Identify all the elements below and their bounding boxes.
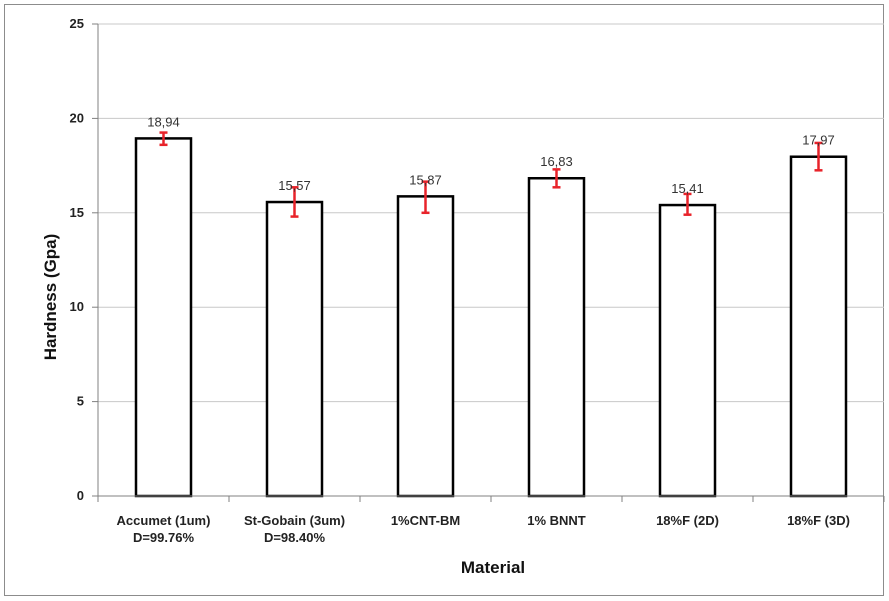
data-label: 15,57 — [278, 178, 311, 193]
gridlines — [98, 24, 884, 402]
y-tick-label: 10 — [70, 299, 84, 314]
data-labels: 18,94 15,57 15,87 16,83 15,41 17,97 — [147, 114, 835, 196]
bars — [136, 138, 846, 496]
error-bars — [160, 133, 823, 217]
bar — [267, 202, 322, 496]
y-tick-label: 20 — [70, 110, 84, 125]
x-category-label: Accumet (1um) — [117, 513, 211, 528]
x-category-label: 18%F (3D) — [787, 513, 850, 528]
x-category-label: D=99.76% — [133, 530, 195, 545]
bar — [136, 138, 191, 496]
data-label: 18,94 — [147, 114, 180, 129]
y-tick-label: 5 — [77, 394, 84, 409]
y-tick-label: 15 — [70, 205, 84, 220]
bar — [660, 205, 715, 496]
y-tick-label: 0 — [77, 488, 84, 503]
data-label: 17,97 — [802, 133, 835, 148]
y-axis-ticks: 0 5 10 15 20 25 — [70, 16, 98, 503]
x-axis-title: Material — [461, 558, 525, 577]
data-label: 15,87 — [409, 172, 442, 187]
x-category-label: D=98.40% — [264, 530, 326, 545]
bar — [791, 157, 846, 496]
x-category-label: 1%CNT-BM — [391, 513, 460, 528]
bar — [529, 178, 584, 496]
x-axis-categories: Accumet (1um) D=99.76% St-Gobain (3um) D=98… — [98, 496, 884, 545]
x-category-label: 1% BNNT — [527, 513, 586, 528]
y-axis-title: Hardness (Gpa) — [41, 234, 60, 361]
bar — [398, 196, 453, 496]
y-tick-label: 25 — [70, 16, 84, 31]
x-category-label: 18%F (2D) — [656, 513, 719, 528]
x-category-label: St-Gobain (3um) — [244, 513, 345, 528]
data-label: 15,41 — [671, 181, 704, 196]
data-label: 16,83 — [540, 154, 573, 169]
